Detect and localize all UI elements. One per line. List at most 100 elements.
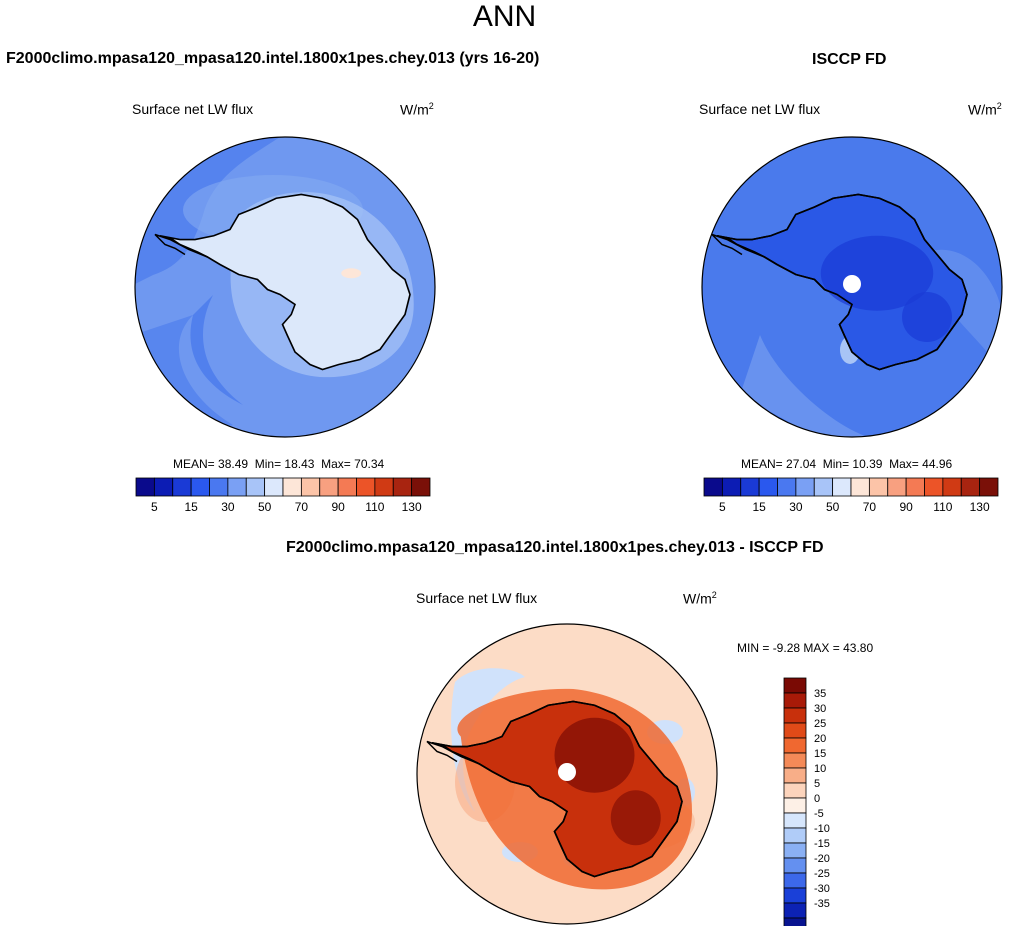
colorbar-obs-swatch (942, 477, 962, 497)
colorbar-obs-swatch (721, 477, 742, 497)
panel-title-diff: F2000climo.mpasa120_mpasa120.intel.1800x… (286, 539, 824, 556)
colorbar-diff-swatch (783, 857, 807, 874)
colorbar-model-swatch (190, 477, 210, 497)
colorbar-diff-swatch (783, 812, 807, 829)
colorbar-model-swatch (337, 477, 357, 497)
colorbar-obs-swatch (795, 477, 815, 497)
colorbar-diff-swatch (783, 797, 807, 814)
colorbar-diff-tick-label: 0 (814, 793, 820, 805)
colorbar-model-swatch (209, 477, 229, 497)
colorbar-model-tick-label: 50 (258, 500, 272, 514)
colorbar-model-tick-label: 5 (151, 500, 158, 514)
colorbar-obs-tick-label: 90 (899, 500, 913, 514)
colorbar-obs-swatch (960, 477, 981, 497)
colorbar-model: 5 15 30 50 70 90 110 130 (135, 477, 431, 514)
colorbar-model-swatch (264, 477, 284, 497)
colorbar-model-swatch (153, 477, 174, 497)
stats-model: MEAN= 38.49 Min= 18.43 Max= 70.34 (173, 457, 385, 471)
colorbar-diff-swatch (783, 827, 807, 844)
main-title: ANN (472, 0, 537, 33)
colorbar-model-tick-label: 90 (331, 500, 345, 514)
colorbar-diff-swatch (783, 737, 807, 754)
colorbar-obs-swatch (758, 477, 778, 497)
colorbar-diff-swatch (783, 902, 807, 919)
colorbar-diff-swatch (783, 782, 807, 799)
colorbar-obs-swatch (777, 477, 797, 497)
colorbar-obs: 5 15 30 50 70 90 110 130 (703, 477, 999, 514)
colorbar-model-swatch (245, 477, 266, 497)
colorbar-obs-tick-label: 110 (933, 500, 952, 514)
colorbar-model-tick-label: 70 (295, 500, 309, 514)
colorbar-model-tick-label: 110 (365, 500, 384, 514)
colorbar-diff-tick-label: -20 (814, 853, 830, 865)
colorbar-diff-tick-label: 15 (814, 748, 826, 760)
colorbar-model-swatch (356, 477, 376, 497)
colorbar-diff: 35 30 25 20 15 10 5 0 -5 -10 -15 -20 -25 -30 -35 (783, 677, 830, 926)
colorbar-model-tick-label: 15 (184, 500, 198, 514)
colorbar-diff-swatch (783, 707, 807, 724)
stats-obs: MEAN= 27.04 Min= 10.39 Max= 44.96 (741, 457, 953, 471)
colorbar-diff-tick-label: -30 (814, 883, 830, 895)
colorbar-diff-swatch (783, 887, 807, 904)
variable-label-model: Surface net LW flux (132, 101, 254, 117)
colorbar-model-tick-label: 130 (402, 500, 422, 514)
colorbar-diff-tick-label: 20 (814, 733, 826, 745)
colorbar-diff-swatch (783, 677, 807, 694)
colorbar-obs-swatch (905, 477, 925, 497)
panel-title-model: F2000climo.mpasa120_mpasa120.intel.1800x… (6, 50, 540, 67)
colorbar-diff-swatch (783, 872, 807, 889)
colorbar-model-swatch (227, 477, 247, 497)
units-label-diff: W/m2 (683, 590, 717, 607)
map-obs (701, 136, 1003, 438)
colorbar-diff-swatch (783, 842, 807, 859)
colorbar-obs-swatch (813, 477, 834, 497)
colorbar-diff-tick-label: 30 (814, 703, 826, 715)
colorbar-obs-swatch (740, 477, 760, 497)
colorbar-obs-swatch (850, 477, 870, 497)
colorbar-model-swatch (374, 477, 394, 497)
colorbar-obs-tick-label: 70 (863, 500, 877, 514)
colorbar-diff-swatch (783, 917, 807, 926)
colorbar-obs-tick-label: 15 (752, 500, 766, 514)
units-label-obs: W/m2 (968, 101, 1002, 118)
colorbar-obs-swatch (703, 477, 723, 497)
colorbar-diff-swatch (783, 767, 807, 784)
colorbar-diff-tick-label: -25 (814, 868, 830, 880)
colorbar-diff-tick-label: 5 (814, 778, 820, 790)
colorbar-diff-swatch (783, 752, 807, 769)
colorbar-obs-tick-label: 30 (789, 500, 803, 514)
panel-title-obs: ISCCP FD (812, 51, 887, 68)
variable-label-diff: Surface net LW flux (416, 590, 538, 606)
colorbar-diff-tick-label: -35 (814, 898, 830, 910)
colorbar-model-swatch (300, 477, 321, 497)
colorbar-model-tick-label: 30 (221, 500, 235, 514)
colorbar-diff-swatch (783, 692, 807, 709)
colorbar-model-swatch (282, 477, 302, 497)
colorbar-model-swatch (392, 477, 413, 497)
colorbar-diff-swatch (783, 722, 807, 739)
colorbar-model-swatch (135, 477, 155, 497)
colorbar-obs-tick-label: 50 (826, 500, 840, 514)
colorbar-diff-tick-label: -10 (814, 823, 830, 835)
colorbar-obs-swatch (832, 477, 852, 497)
colorbar-diff-tick-label: -5 (814, 808, 824, 820)
map-model (134, 136, 436, 438)
colorbar-model-swatch (319, 477, 339, 497)
stats-diff: MIN = -9.28 MAX = 43.80 (737, 641, 874, 655)
colorbar-diff-tick-label: 25 (814, 718, 826, 730)
colorbar-obs-swatch (868, 477, 889, 497)
colorbar-diff-tick-label: 35 (814, 688, 826, 700)
colorbar-obs-swatch (924, 477, 944, 497)
interior-field-diff (554, 717, 635, 793)
map-diff (416, 623, 718, 925)
colorbar-model-swatch (172, 477, 192, 497)
colorbar-diff-tick-label: -15 (814, 838, 830, 850)
colorbar-model-swatch (411, 477, 431, 497)
units-label-model: W/m2 (400, 101, 434, 118)
colorbar-diff-tick-label: 10 (814, 763, 826, 775)
variable-label-obs: Surface net LW flux (699, 101, 821, 117)
colorbar-obs-swatch (887, 477, 907, 497)
colorbar-obs-swatch (979, 477, 999, 497)
colorbar-obs-tick-label: 5 (719, 500, 726, 514)
colorbar-obs-tick-label: 130 (970, 500, 990, 514)
